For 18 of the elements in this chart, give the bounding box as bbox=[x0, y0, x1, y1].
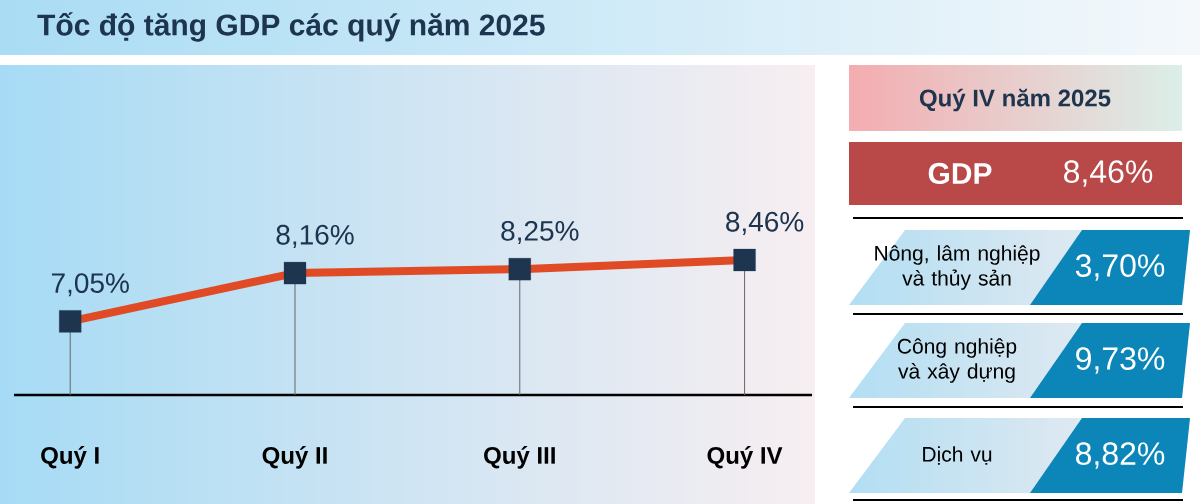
x-tick-label: Quý III bbox=[484, 446, 555, 469]
text: 8,46% bbox=[1064, 160, 1153, 187]
category-label: Dịch vụ bbox=[923, 446, 992, 465]
data-label: 8,16% bbox=[276, 224, 354, 248]
text: 3,70% bbox=[1075, 254, 1165, 281]
category-label: Nông, lâm nghiệp và thủy sản bbox=[875, 245, 1040, 290]
x-tick-label: Quý I bbox=[41, 446, 99, 469]
category-label: Công nghiệp và xây dựng bbox=[897, 338, 1017, 383]
category-label: GDP bbox=[928, 162, 992, 185]
text: Quý IV năm 2025 bbox=[919, 88, 1111, 112]
x-tick-label: Quý IV bbox=[707, 446, 783, 469]
data-label: 8,46% bbox=[726, 211, 804, 235]
x-tick-label: Quý II bbox=[262, 446, 327, 469]
text: 8,82% bbox=[1076, 442, 1165, 469]
chart-title: Tốc độ tăng GDP các quý năm 2025 bbox=[37, 12, 545, 42]
data-label: 8,25% bbox=[501, 220, 579, 245]
data-label: 7,05% bbox=[51, 273, 129, 297]
text: 9,73% bbox=[1076, 347, 1165, 374]
